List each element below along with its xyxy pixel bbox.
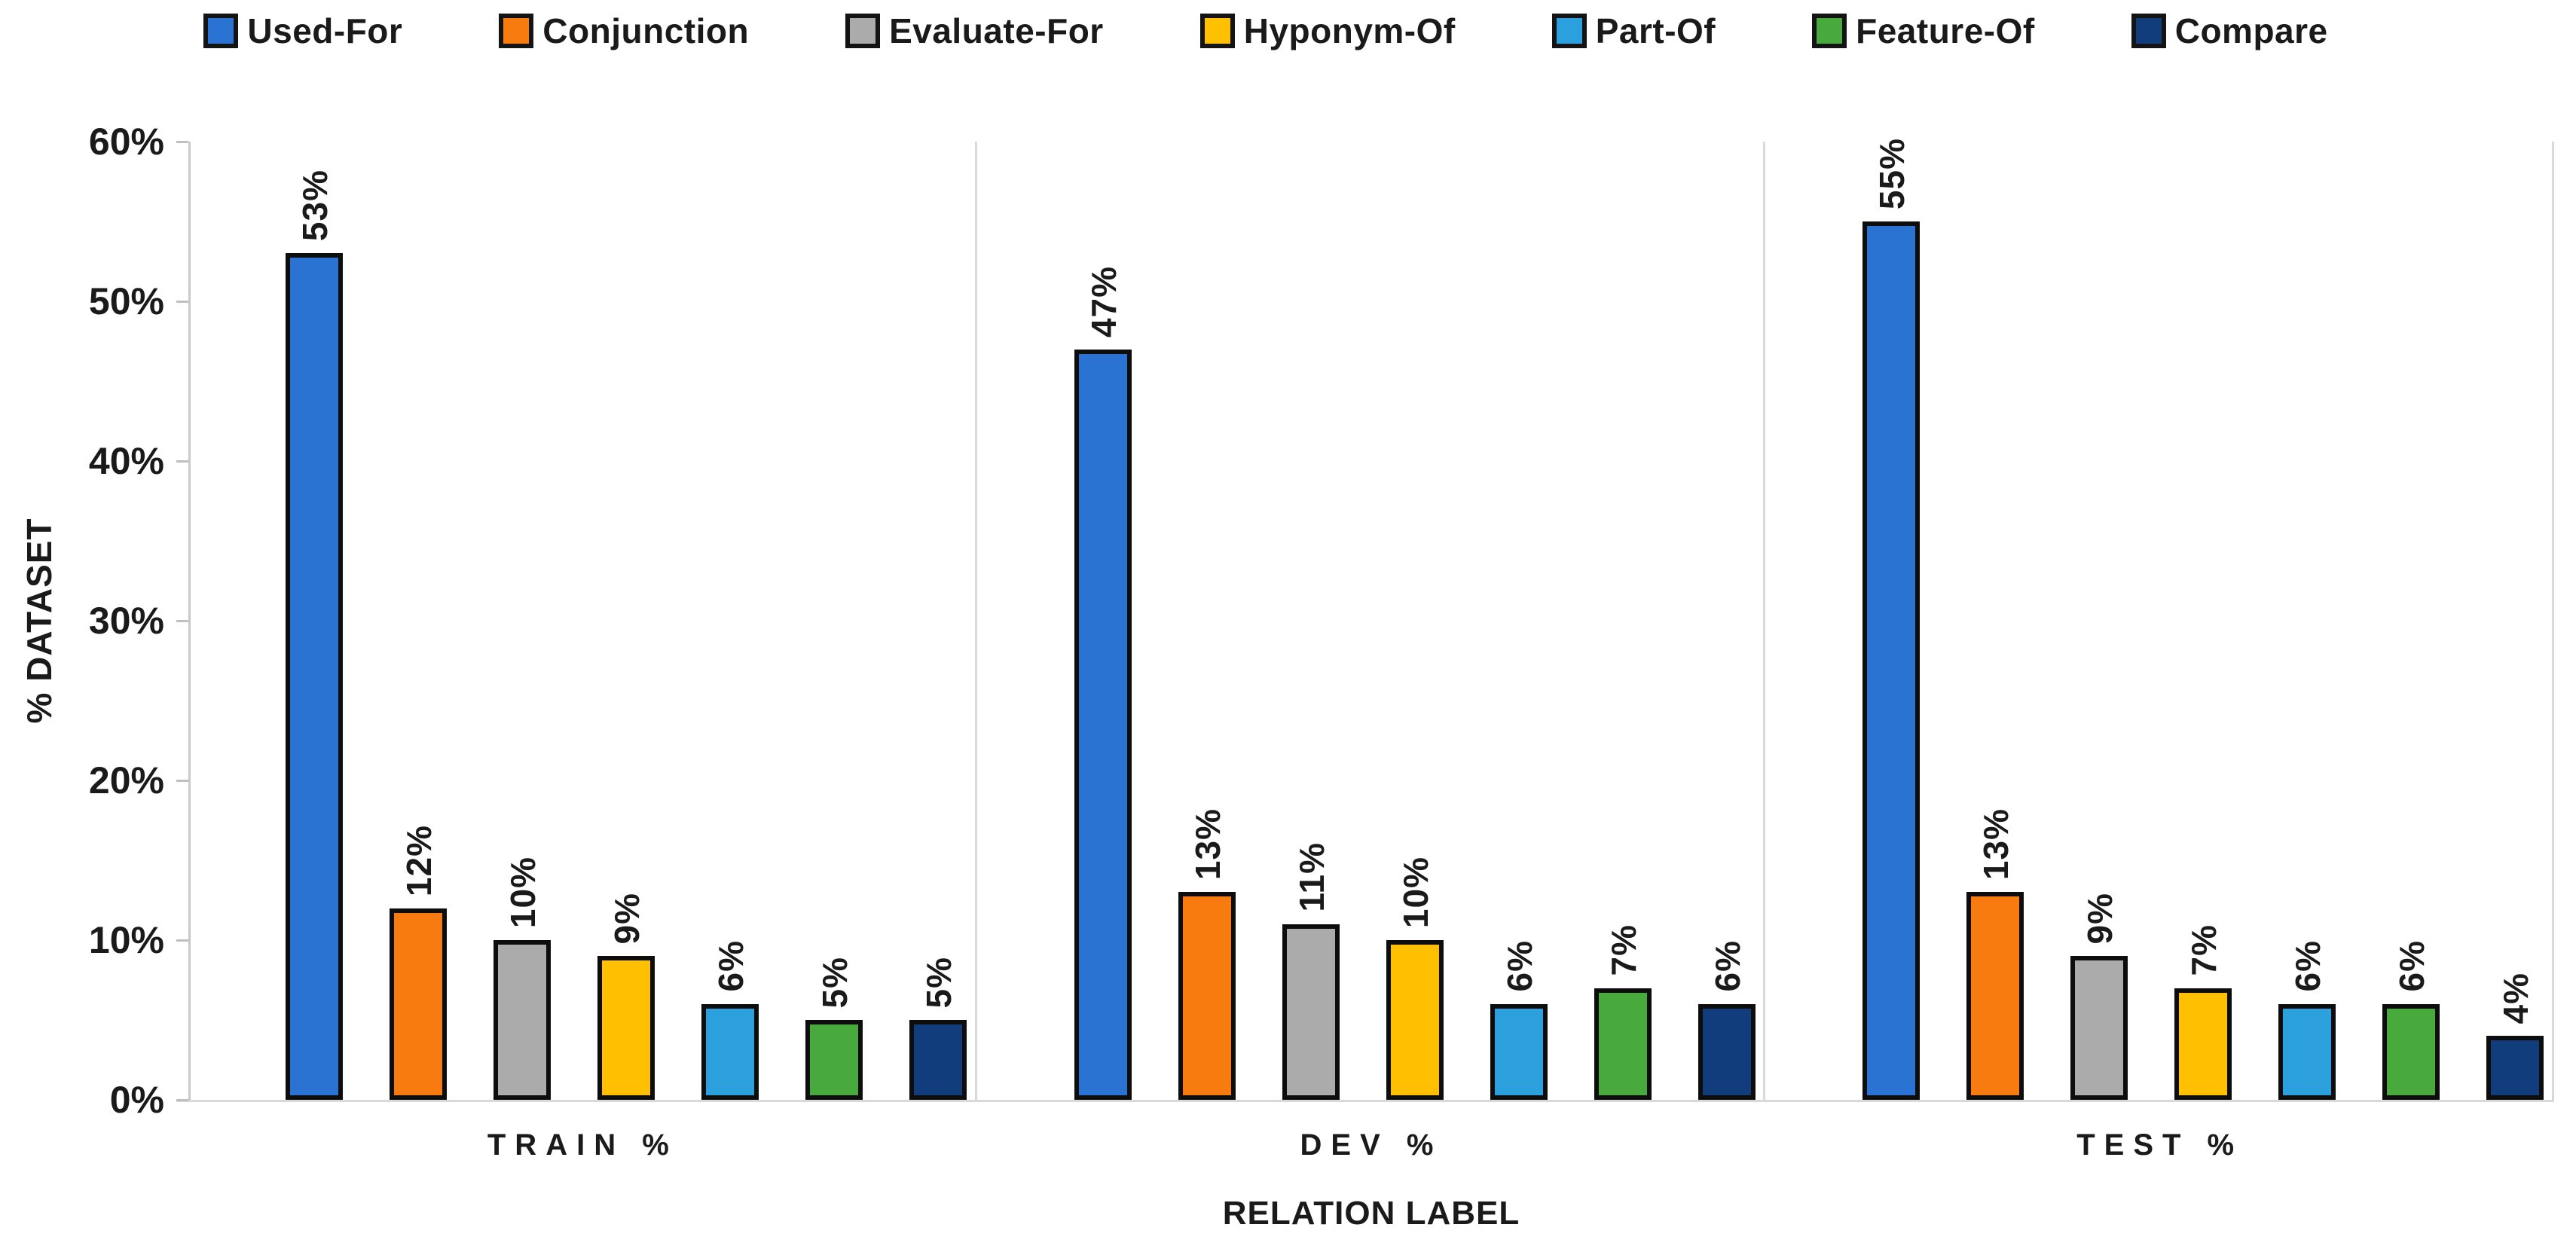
bar-dev-evaluate-for: [1282, 924, 1340, 1100]
x-axis-baseline: [176, 1100, 2554, 1102]
evaluate-for-swatch-icon: [845, 14, 881, 48]
y-tick-label-60: 60%: [88, 121, 164, 163]
bar-value-label-dev-conjunction: 13%: [1187, 808, 1227, 881]
bar-train-used-for: [286, 253, 343, 1100]
bar-value-label-test-feature-of: 6%: [2392, 940, 2432, 992]
bar-value-label-dev-hyponym-of: 10%: [1395, 856, 1435, 928]
bar-value-label-test-conjunction: 13%: [1976, 808, 2016, 881]
category-label-train: TRAIN %: [487, 1128, 678, 1162]
panel-separator: [1763, 142, 1766, 1100]
x-axis-title: RELATION LABEL: [1222, 1195, 1520, 1232]
legend: Used-For Conjunction Evaluate-For Hyponym-O…: [0, 11, 2532, 51]
bar-test-conjunction: [1966, 892, 2024, 1100]
bar-test-used-for: [1862, 221, 1921, 1100]
bar-value-label-train-part-of: 6%: [711, 940, 750, 992]
y-tick-20: [176, 779, 188, 782]
y-tick-label-30: 30%: [88, 600, 164, 642]
bar-value-label-dev-compare: 6%: [1707, 940, 1747, 992]
legend-item-part-of: Part-Of: [1551, 11, 1716, 51]
bar-train-compare: [909, 1020, 967, 1100]
bar-test-hyponym-of: [2174, 988, 2232, 1100]
bar-value-label-train-compare: 5%: [919, 956, 958, 1008]
compare-swatch-icon: [2131, 14, 2166, 48]
legend-item-compare: Compare: [2131, 11, 2328, 51]
plot-right-border: [2552, 142, 2554, 1100]
x-axis-category-labels: TRAIN % DEV % TEST %: [188, 1128, 2554, 1174]
legend-item-hyponym-of: Hyponym-Of: [1199, 11, 1456, 51]
bar-value-label-dev-used-for: 47%: [1083, 265, 1123, 337]
bar-train-feature-of: [805, 1020, 863, 1100]
feature-of-swatch-icon: [1812, 14, 1847, 48]
bar-value-label-train-used-for: 53%: [295, 169, 335, 242]
panel-separator: [974, 142, 977, 1100]
legend-label-part-of: Part-Of: [1595, 11, 1716, 50]
bar-dev-feature-of: [1594, 988, 1652, 1100]
bar-value-label-train-evaluate-for: 10%: [503, 856, 542, 928]
bar-value-label-test-hyponym-of: 7%: [2184, 924, 2224, 976]
bar-value-label-dev-feature-of: 7%: [1603, 924, 1643, 976]
y-tick-label-20: 20%: [88, 759, 164, 802]
bar-value-label-test-evaluate-for: 9%: [2080, 892, 2120, 945]
y-tick-0: [176, 1098, 188, 1101]
bar-dev-part-of: [1490, 1003, 1548, 1100]
part-of-swatch-icon: [1551, 14, 1587, 48]
y-tick-label-0: 0%: [109, 1079, 164, 1121]
used-for-swatch-icon: [203, 14, 239, 48]
y-tick-50: [176, 300, 188, 303]
bar-test-evaluate-for: [2070, 956, 2128, 1100]
bar-value-label-train-hyponym-of: 9%: [607, 892, 646, 945]
y-axis-line: [188, 142, 191, 1100]
hyponym-of-swatch-icon: [1199, 14, 1235, 48]
legend-label-evaluate-for: Evaluate-For: [889, 11, 1104, 50]
bar-value-label-test-compare: 4%: [2496, 972, 2536, 1024]
legend-item-used-for: Used-For: [203, 11, 402, 51]
y-tick-label-40: 40%: [88, 440, 164, 482]
bar-dev-compare: [1697, 1003, 1756, 1100]
legend-item-evaluate-for: Evaluate-For: [845, 11, 1104, 51]
legend-label-used-for: Used-For: [247, 11, 403, 50]
bar-test-compare: [2486, 1036, 2544, 1100]
bar-train-part-of: [701, 1003, 759, 1100]
category-label-dev: DEV %: [1300, 1128, 1443, 1162]
y-tick-40: [176, 460, 188, 463]
conjunction-swatch-icon: [499, 14, 534, 48]
legend-label-hyponym-of: Hyponym-Of: [1243, 11, 1456, 50]
bar-dev-hyponym-of: [1386, 940, 1444, 1100]
bar-value-label-train-feature-of: 5%: [815, 956, 854, 1008]
bar-train-conjunction: [390, 908, 447, 1100]
plot-area: 0% 10% 20% 30% 40% 50% 60% 53% 12% 10% 9% 6% 5% 5% 47%…: [89, 121, 2554, 1121]
legend-label-compare: Compare: [2174, 11, 2328, 50]
category-label-test: TEST %: [2076, 1128, 2244, 1162]
bar-train-hyponym-of: [597, 956, 655, 1100]
bar-value-label-dev-evaluate-for: 11%: [1291, 842, 1331, 912]
y-tick-60: [176, 140, 188, 143]
bar-value-label-dev-part-of: 6%: [1499, 940, 1539, 992]
bar-dev-used-for: [1074, 349, 1132, 1100]
y-tick-label-10: 10%: [88, 919, 164, 961]
bar-value-label-train-conjunction: 12%: [399, 824, 439, 896]
y-tick-10: [176, 939, 188, 942]
bar-value-label-test-part-of: 6%: [2288, 940, 2328, 992]
legend-item-feature-of: Feature-Of: [1812, 11, 2035, 51]
legend-item-conjunction: Conjunction: [499, 11, 749, 51]
bar-train-evaluate-for: [494, 940, 551, 1100]
bar-dev-conjunction: [1178, 892, 1236, 1100]
legend-label-feature-of: Feature-Of: [1856, 11, 2035, 50]
bar-test-feature-of: [2382, 1003, 2440, 1100]
y-tick-30: [176, 619, 188, 622]
legend-label-conjunction: Conjunction: [542, 11, 750, 50]
bar-value-label-test-used-for: 55%: [1872, 137, 1912, 209]
y-tick-label-50: 50%: [88, 280, 164, 322]
bar-test-part-of: [2278, 1003, 2336, 1100]
